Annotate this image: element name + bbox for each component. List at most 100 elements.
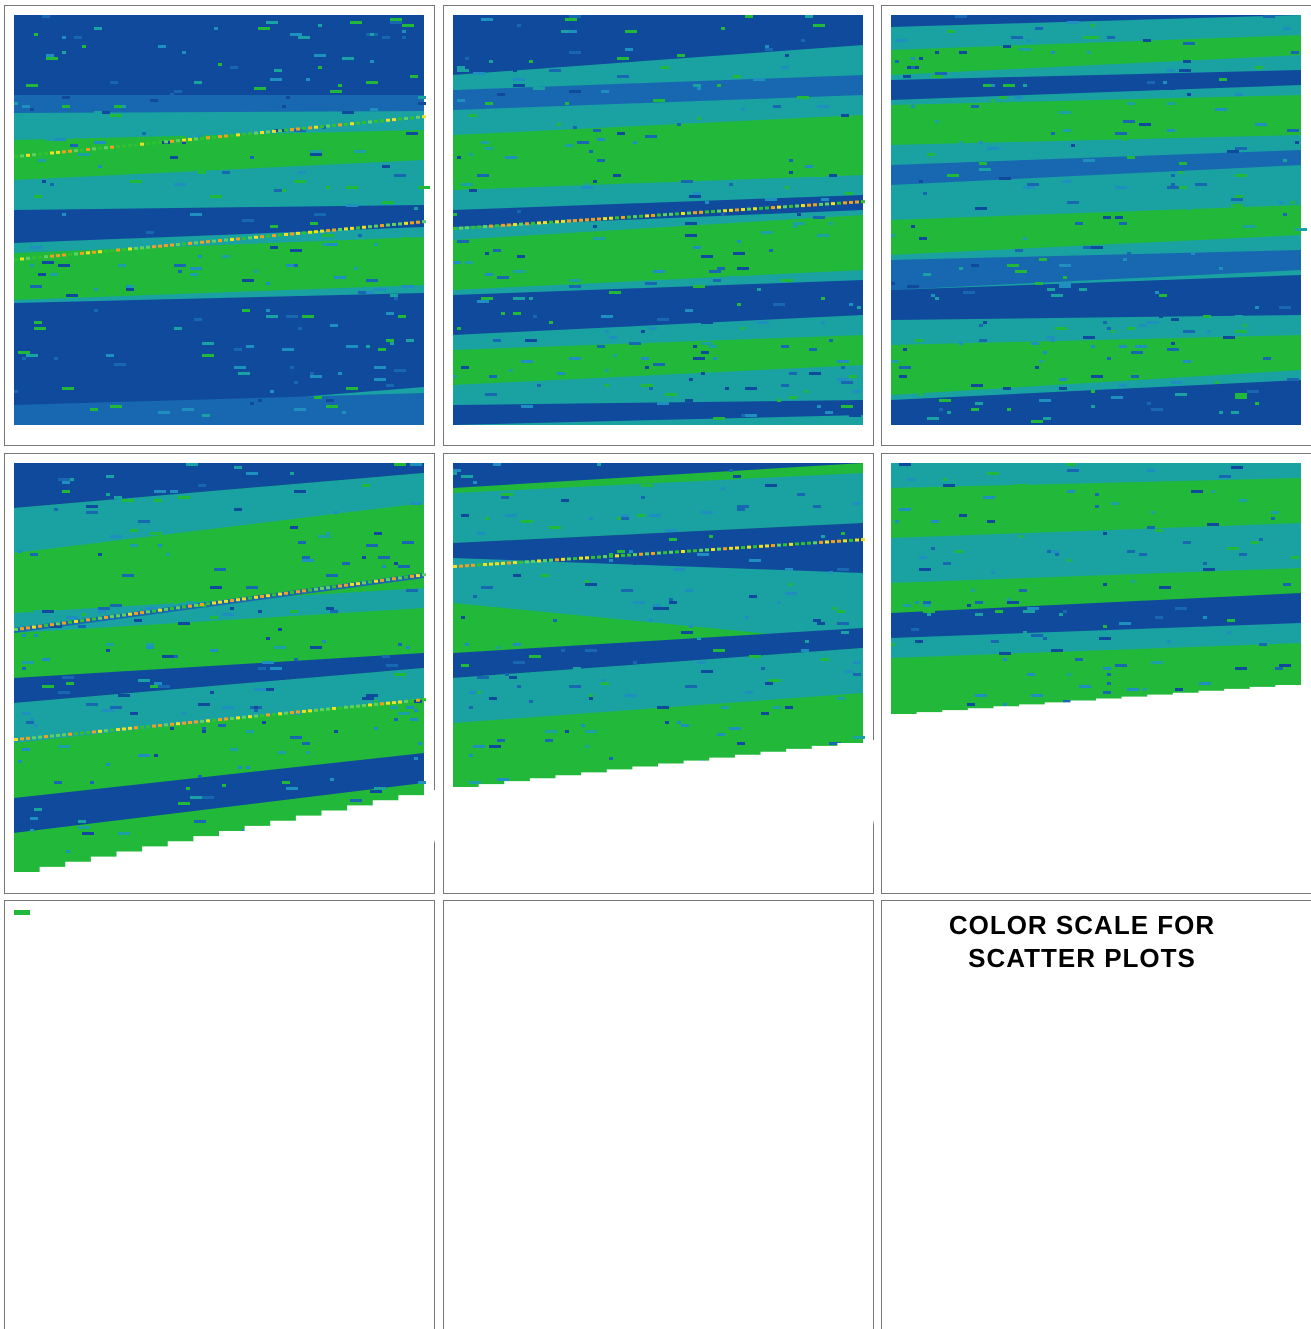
texture [262,240,274,243]
texture [30,553,38,556]
texture [469,706,473,709]
texture [485,273,493,276]
trace [44,152,48,156]
texture [1091,246,1103,249]
texture [158,544,162,547]
texture [1119,622,1131,625]
texture [789,171,793,174]
trace [410,221,414,225]
texture [1219,411,1223,414]
texture [745,691,753,694]
texture [370,60,374,63]
texture [501,496,509,499]
trace [555,558,559,562]
texture [919,568,931,571]
texture [342,562,350,565]
trace [200,136,204,140]
texture [1207,330,1211,333]
texture [761,712,769,715]
texture [537,384,541,387]
texture [661,66,669,69]
trace [687,211,691,215]
texture [829,174,837,177]
texture [509,676,517,679]
texture [1091,36,1099,39]
texture [801,39,805,42]
texture [222,255,230,258]
trace [188,138,192,142]
texture [453,213,457,216]
trace [254,595,258,599]
texture [793,691,797,694]
trace [92,617,96,621]
texture [725,387,729,390]
band [891,205,1301,255]
texture [915,339,923,342]
texture [733,475,741,478]
texture [685,174,689,177]
texture [701,628,713,631]
trace [350,226,354,230]
texture [198,135,202,138]
texture [1139,553,1147,556]
texture [991,640,999,643]
texture [170,553,178,556]
trace [182,605,186,609]
texture [62,387,74,390]
texture [254,589,262,592]
texture [737,240,741,243]
texture [489,745,501,748]
texture [1291,556,1299,559]
texture [162,655,170,658]
texture [757,288,761,291]
texture [1295,228,1307,231]
trace [302,231,306,235]
trace [771,544,775,548]
texture [789,159,793,162]
texture [18,243,22,246]
texture [282,348,294,351]
trace [56,254,60,258]
texture [1119,384,1127,387]
texture [849,375,857,378]
texture [793,703,801,706]
texture [609,291,621,294]
texture [1271,511,1279,514]
texture [505,514,509,517]
texture [314,147,326,150]
texture [987,472,999,475]
texture [1127,156,1135,159]
texture [1163,81,1167,84]
texture [915,640,923,643]
texture [911,57,915,60]
texture [757,321,769,324]
texture [374,366,386,369]
texture [398,300,402,303]
trace [483,225,487,229]
texture [841,631,849,634]
trace [831,540,835,544]
texture [182,51,186,54]
texture [306,78,310,81]
texture [406,132,418,135]
texture [533,159,537,162]
texture [310,384,322,387]
trace [368,580,372,584]
trace [254,714,258,718]
texture [158,153,162,156]
texture [1179,69,1191,72]
texture [414,709,418,712]
texture [853,90,861,93]
texture [987,520,995,523]
texture [298,129,306,132]
trace [170,722,174,726]
trace [362,581,366,585]
texture [641,595,649,598]
texture [955,550,963,553]
texture [366,81,378,84]
texture [469,781,481,784]
trace [380,119,384,123]
trace [416,220,420,224]
trace [260,131,264,134]
texture [899,246,907,249]
